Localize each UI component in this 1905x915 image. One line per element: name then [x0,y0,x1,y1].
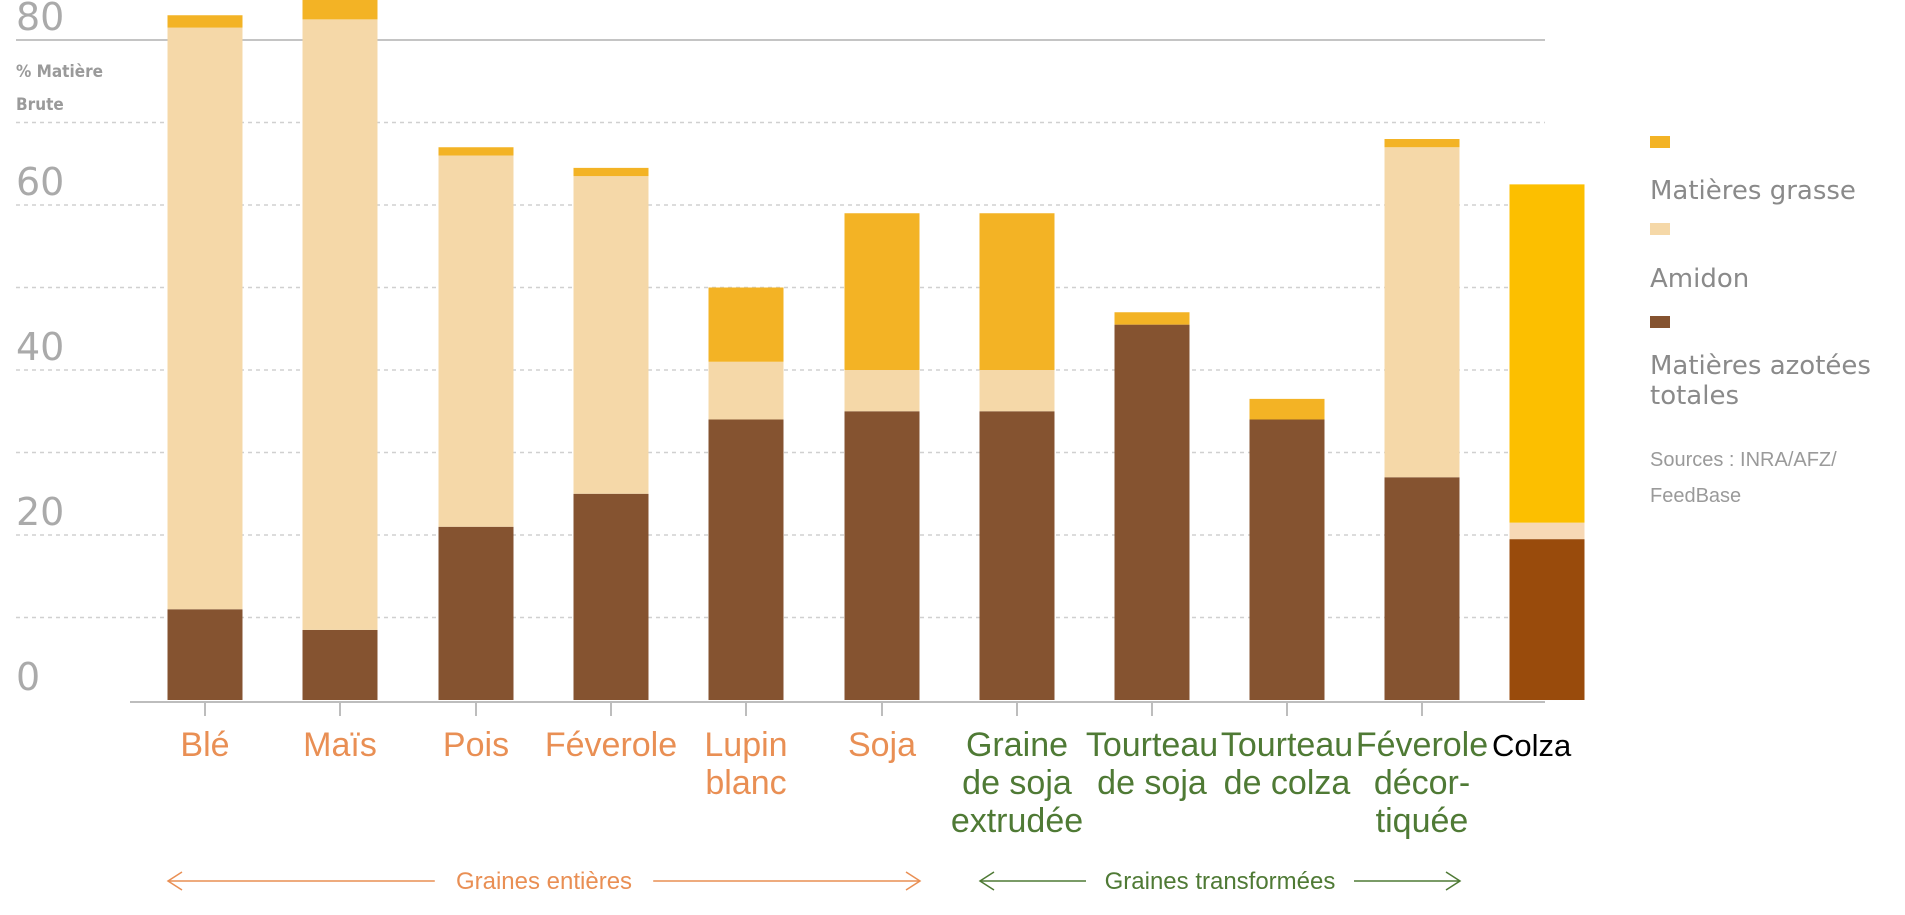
group-label: Graines transformées [1105,868,1336,895]
group-arrow-head-right [905,871,922,891]
bar-segment [1249,398,1325,420]
category-label: Soja [848,726,916,764]
bar-segment [1509,522,1585,540]
bar-segment [1384,147,1460,478]
y-tick-label: 40 [16,325,64,369]
bar-segment [1509,539,1585,700]
group-brackets: Graines entières Graines transformées [166,868,1462,895]
category-label: Colza [1492,728,1572,763]
bar-segment [979,213,1055,370]
bar-segment [573,493,649,700]
source-text: Sources : INRA/AFZ/FeedBase [1650,449,1837,507]
bars [167,0,1585,700]
category-labels: Blé Maïs Pois Féverole Lupin blanc Soja Graine d… [180,726,1572,840]
y-axis-unit-label-line-1: % Matière [16,62,103,82]
y-tick-label: 20 [16,490,64,534]
legend-label: Amidon [1650,264,1749,294]
category-label: Blé [180,726,229,764]
bar-segment [573,167,649,177]
bar-segment [573,176,649,494]
bar-segment [1384,477,1460,700]
legend-label: Matières azotées totales [1650,351,1871,411]
bar-segment [167,27,243,610]
category-label: Tourteau de colza [1221,726,1353,802]
y-tick-label: 60 [16,160,64,204]
bar-segment [302,19,378,630]
x-axis-ticks [204,702,1423,716]
source-note: Sources : INRA/AFZ/FeedBase [1650,449,1837,507]
y-axis-unit-label-line-2: Brute [16,95,64,115]
legend-swatch [1650,136,1670,148]
bar-segment [167,609,243,700]
bar-segment [844,370,920,412]
bar-segment [979,370,1055,412]
group-arrow-head-right [1445,871,1462,891]
bar-segment [1114,324,1190,700]
bar-segment [708,287,784,362]
group-arrow-head-left [978,871,995,891]
legend-swatch [1650,316,1670,328]
category-label: Lupin blanc [704,726,787,802]
category-label: Féverole [545,726,677,764]
category-label: Graine de soja extrudée [951,726,1083,840]
bar-segment [844,213,920,370]
category-label: Féverole décor-tiquée [1356,726,1488,840]
legend-swatch [1650,223,1670,235]
category-label: Pois [443,726,509,764]
y-tick-label: 80 [16,0,64,39]
bar-segment [1384,139,1460,148]
bar-segment [1509,184,1585,523]
bar-segment [438,526,514,700]
y-tick-label: 0 [16,655,40,699]
bar-segment [708,361,784,420]
category-label: Maïs [303,726,377,764]
bar-segment [979,411,1055,700]
y-axis-ticks: 0 20 40 60 80 [16,0,64,699]
bar-segment [302,0,378,20]
bar-segment [844,411,920,700]
bar-segment [167,15,243,28]
legend-label: Matières grasse [1650,176,1856,206]
bar-segment [438,155,514,527]
bar-segment [708,419,784,700]
bar-segment [1249,419,1325,700]
group-arrow-head-left [166,871,183,891]
legend: Matières grasse Amidon Matières azotées tot… [1650,136,1871,411]
bar-segment [438,147,514,156]
bar-segment [1114,312,1190,325]
bar-segment [302,629,378,700]
group-label: Graines entières [456,868,632,895]
category-label: Tourteau de soja [1086,726,1218,802]
